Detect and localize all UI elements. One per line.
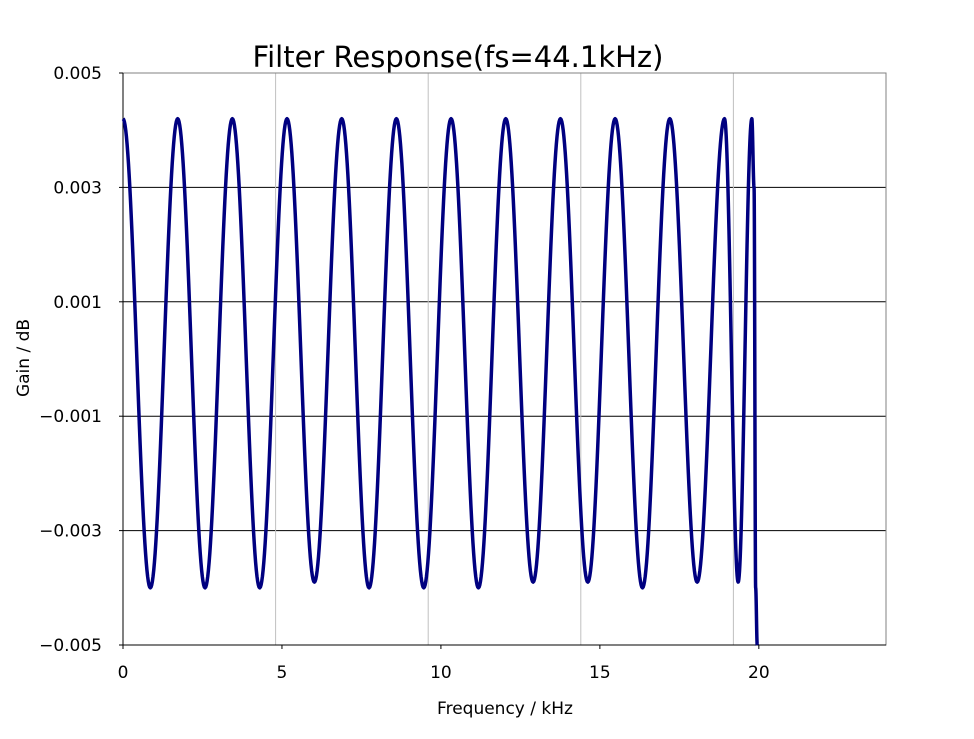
series-layer <box>121 117 759 647</box>
y-axis: 0.005 0.003 0.001 −0.001 −0.003 −0.005 <box>39 64 124 656</box>
x-axis: 0 5 10 15 20 <box>118 644 886 683</box>
chart-title: Filter Response(fs=44.1kHz) <box>253 40 664 74</box>
y-tick-label: 0.001 <box>53 293 102 313</box>
y-axis-title: Gain / dB <box>14 319 34 397</box>
x-tick-label: 5 <box>277 663 288 683</box>
y-tick-label: 0.003 <box>53 178 102 198</box>
y-tick-label: 0.005 <box>53 64 102 84</box>
y-tick-label: −0.003 <box>39 522 102 542</box>
grid <box>123 73 886 645</box>
x-tick-label: 0 <box>118 663 129 683</box>
x-axis-title: Frequency / kHz <box>437 699 573 719</box>
series-line <box>121 117 759 647</box>
y-tick-label: −0.005 <box>39 636 102 656</box>
x-tick-label: 10 <box>430 663 452 683</box>
y-tick-label: −0.001 <box>39 407 102 427</box>
x-tick-label: 15 <box>589 663 611 683</box>
x-tick-label: 20 <box>748 663 770 683</box>
